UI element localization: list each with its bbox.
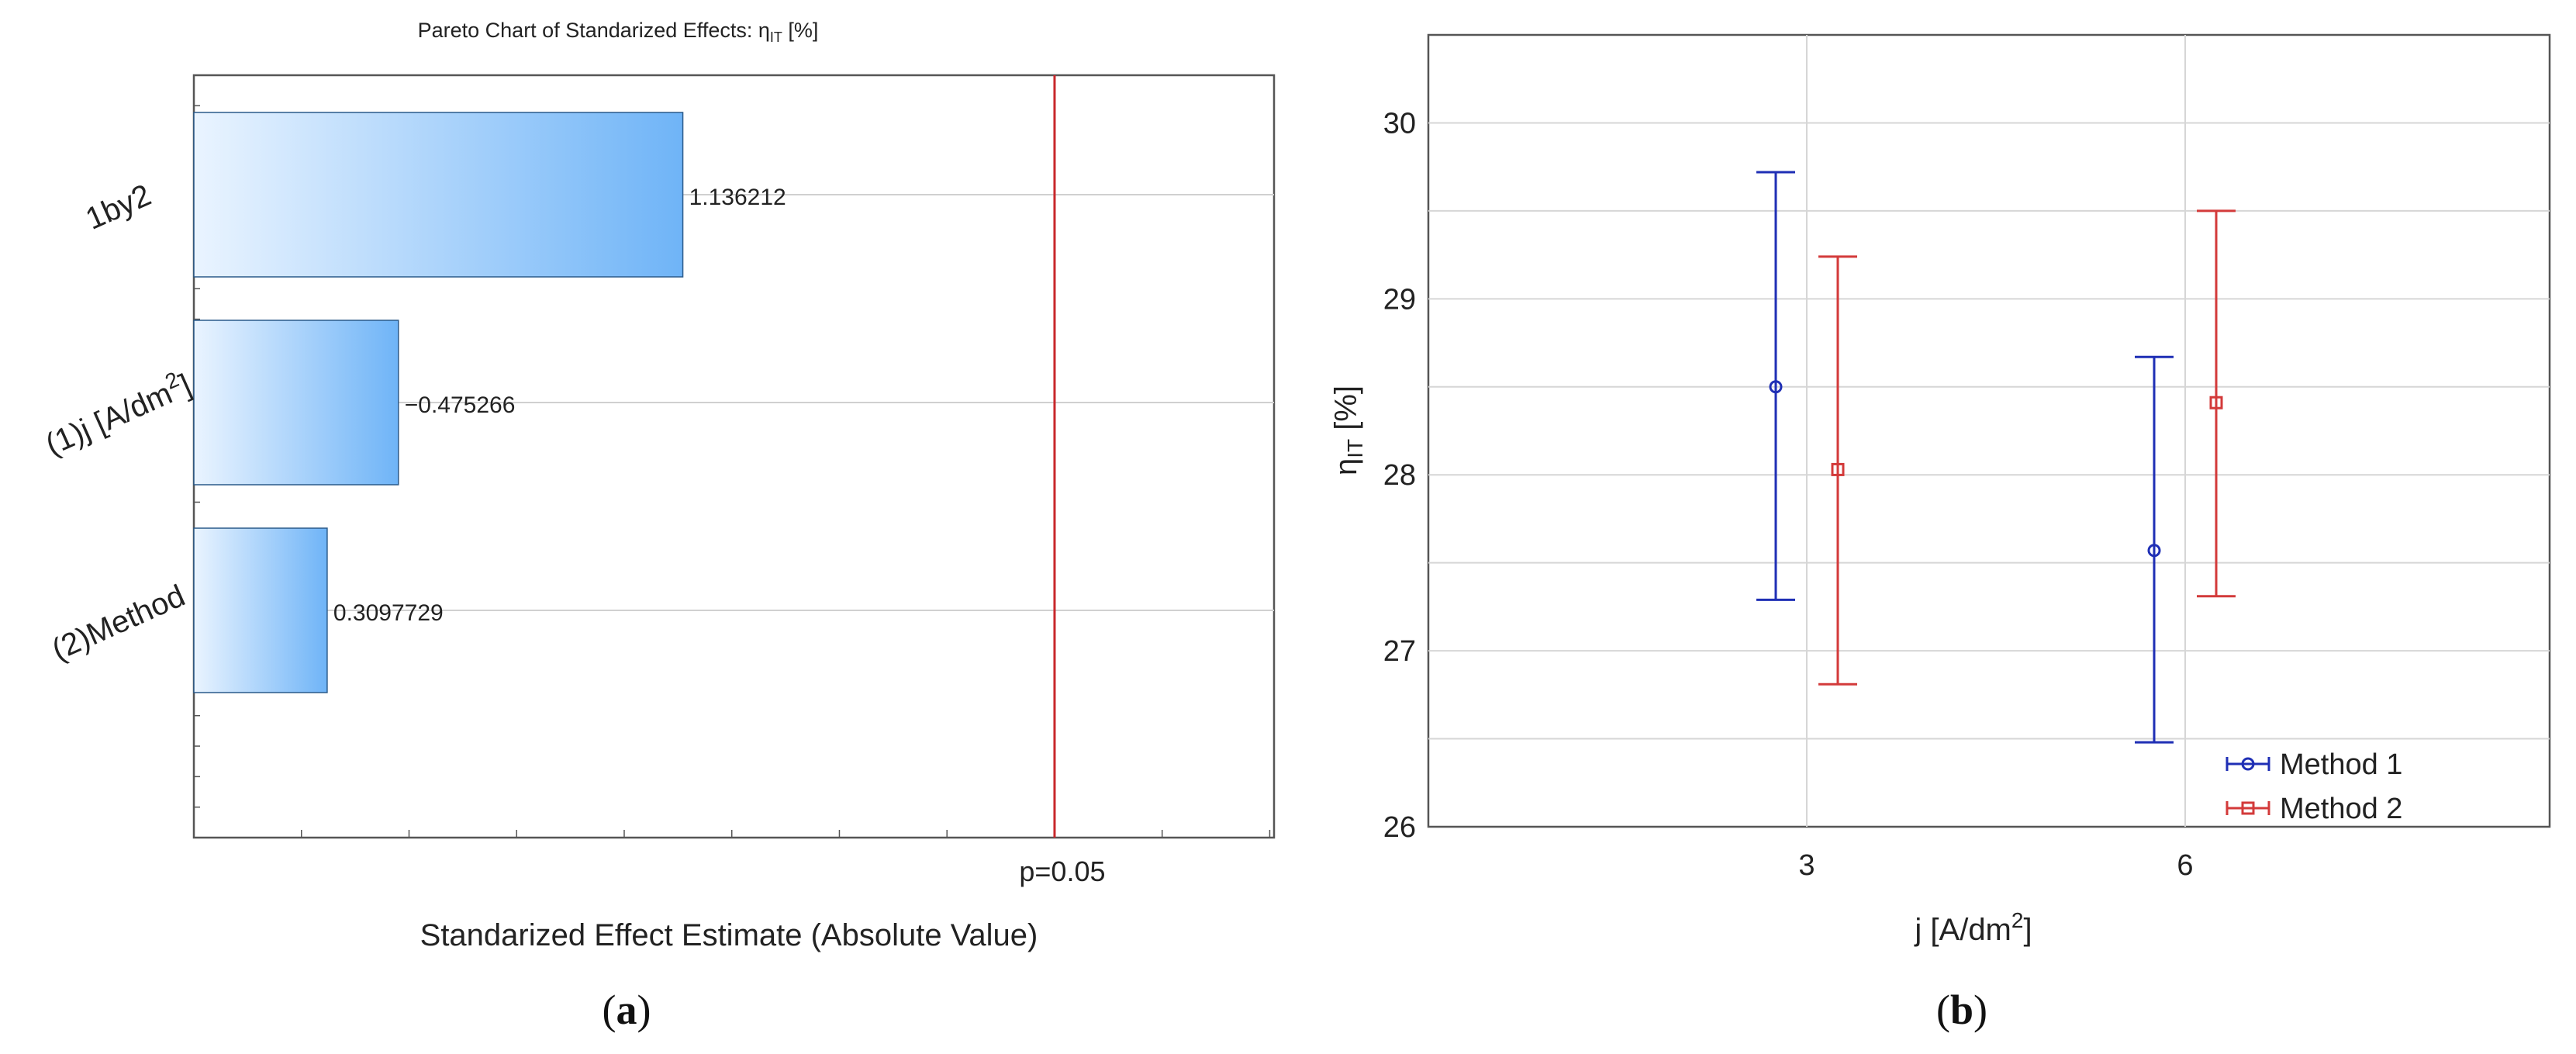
pareto-value-label: −0.475266	[405, 392, 516, 418]
means-gridlines	[1428, 35, 2550, 827]
legend-label-method-1: Method 1	[2280, 748, 2402, 781]
pareto-bar	[193, 527, 328, 693]
pareto-chart: Pareto Chart of Standarized Effects: ηIT…	[39, 19, 1276, 1033]
legend-label-method-2: Method 2	[2280, 793, 2402, 825]
legend-item-method-1: Method 1	[2226, 748, 2402, 781]
means-y-tick-labels: 26 27 28 29 30	[1383, 107, 1416, 844]
means-x-axis-title: j [A/dm2]	[1914, 908, 2032, 947]
pareto-bars	[193, 112, 684, 693]
pareto-title: Pareto Chart of Standarized Effects: ηIT…	[418, 19, 819, 45]
panel-a-label: (a)	[603, 987, 651, 1033]
pareto-value-label: 0.3097729	[333, 600, 444, 626]
means-series	[1756, 171, 2236, 744]
mean-marker-square	[2209, 396, 2223, 410]
pareto-bar	[193, 112, 684, 278]
means-x-tick-label: 3	[1798, 849, 1815, 882]
mean-marker-square	[1831, 462, 1845, 476]
legend-marker-method-2	[2241, 801, 2255, 815]
pareto-category-label: 1by2	[81, 178, 156, 236]
means-y-tick-label: 29	[1383, 283, 1416, 316]
panel-b-label: (b)	[1936, 987, 1987, 1033]
series-method-2	[1818, 209, 2236, 686]
means-x-tick-label: 6	[2177, 849, 2193, 882]
mean-marker-circle	[1769, 380, 1783, 394]
mean-marker-circle	[2147, 544, 2161, 558]
series-method-1	[1756, 171, 2174, 744]
means-y-tick-label: 26	[1383, 811, 1416, 844]
means-y-tick-label: 30	[1383, 107, 1416, 140]
pareto-category-label: (2)Method	[47, 579, 189, 667]
means-legend: Method 1 Method 2	[2226, 748, 2402, 825]
pareto-value-label: 1.136212	[689, 185, 786, 210]
pareto-value-labels: 1.136212 −0.475266 0.3097729	[333, 185, 786, 626]
means-y-axis-title: ηIT [%]	[1329, 385, 1367, 475]
means-plot-frame	[1427, 33, 2551, 828]
pareto-bar	[193, 320, 399, 486]
means-y-tick-label: 28	[1383, 459, 1416, 492]
pareto-reference-label: p=0.05	[1019, 855, 1105, 887]
legend-marker-method-1	[2241, 757, 2255, 771]
pareto-x-axis-title: Standarized Effect Estimate (Absolute Va…	[420, 918, 1038, 952]
pareto-category-label: (1)j [A/dm2]	[39, 364, 196, 462]
legend-item-method-2: Method 2	[2226, 793, 2402, 825]
means-y-tick-label: 27	[1383, 635, 1416, 668]
pareto-category-labels: 1by2 (1)j [A/dm2] (2)Method	[39, 178, 196, 667]
